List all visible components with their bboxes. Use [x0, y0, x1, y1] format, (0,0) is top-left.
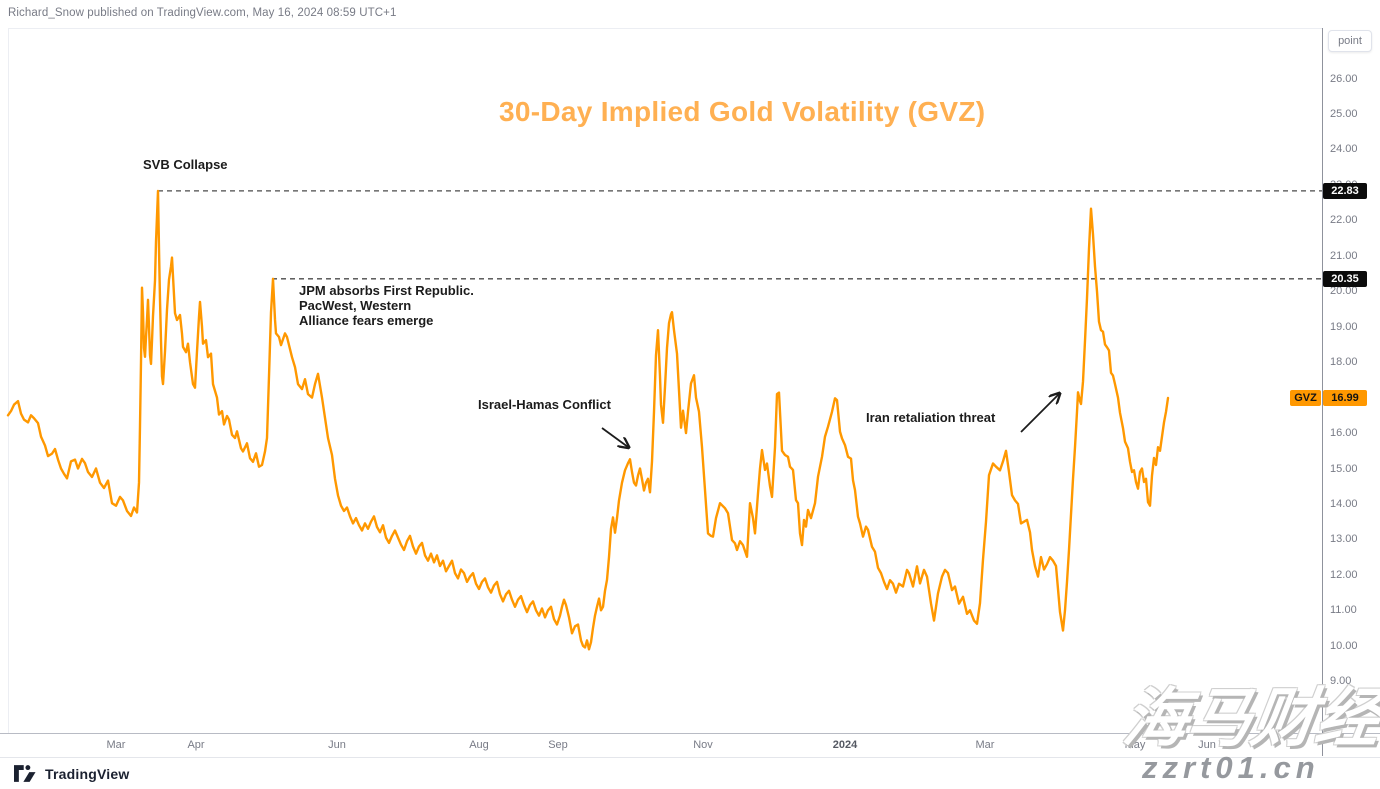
- watermark-url: zzrt01.cn: [1142, 750, 1320, 785]
- price-tick-label: 15.00: [1330, 463, 1358, 475]
- price-axis-line: [1322, 28, 1323, 756]
- time-tick-label: Nov: [693, 739, 713, 751]
- price-tick-label: 10.00: [1330, 640, 1358, 652]
- annotation-israel-hamas: Israel-Hamas Conflict: [478, 397, 611, 412]
- byline: Richard_Snow published on TradingView.co…: [8, 7, 397, 19]
- gvz-price-line: [6, 189, 1170, 651]
- price-tick-label: 16.00: [1330, 427, 1358, 439]
- price-tick-label: 24.00: [1330, 143, 1358, 155]
- time-tick-label: May: [1124, 739, 1146, 751]
- price-tick-label: 20.00: [1330, 285, 1358, 297]
- price-tick-label: 21.00: [1330, 250, 1358, 262]
- time-tick-label: Aug: [469, 739, 489, 751]
- price-tick-label: 14.00: [1330, 498, 1358, 510]
- price-tick-label: 9.00: [1330, 675, 1352, 687]
- bottom-bar: TradingView: [0, 758, 1380, 789]
- time-tick-label: Mar: [106, 739, 126, 751]
- time-axis-line: [0, 733, 1380, 734]
- footer-separator: [0, 757, 1380, 758]
- annotation-arrow-icon: [1020, 394, 1059, 433]
- chart-title: 30-Day Implied Gold Volatility (GVZ): [499, 96, 986, 127]
- annotation-jpm: JPM absorbs First Republic. PacWest, West…: [299, 283, 474, 328]
- price-tick-label: 12.00: [1330, 569, 1358, 581]
- time-tick-label: Jun: [1198, 739, 1216, 751]
- tradingview-brand-text[interactable]: TradingView: [45, 765, 130, 782]
- time-tick-label: Apr: [187, 739, 205, 751]
- annotation-svb: SVB Collapse: [143, 157, 228, 172]
- time-tick-label: Mar: [975, 739, 995, 751]
- time-tick-label: Sep: [548, 739, 568, 751]
- price-label-2035: 20.35: [1323, 271, 1367, 287]
- watermark-cjk: 海马财经: [1118, 682, 1380, 754]
- price-label-1699: 16.99: [1323, 390, 1367, 406]
- time-tick-label: Jun: [328, 739, 346, 751]
- price-tick-label: 8.00: [1330, 711, 1352, 723]
- axis-unit-button[interactable]: point: [1328, 30, 1372, 52]
- price-tick-label: 25.00: [1330, 108, 1358, 120]
- time-tick-label: 2024: [832, 739, 858, 751]
- chart-pane: [8, 28, 1322, 733]
- annotation-arrow-icon: [601, 427, 628, 447]
- price-tick-label: 19.00: [1330, 321, 1358, 333]
- price-tick-label: 18.00: [1330, 356, 1358, 368]
- price-label-2283: 22.83: [1323, 183, 1367, 199]
- price-tick-label: 22.00: [1330, 214, 1358, 226]
- gvz-series-label: GVZ: [1290, 390, 1321, 406]
- price-tick-label: 11.00: [1330, 604, 1357, 616]
- price-tick-label: 26.00: [1330, 73, 1358, 85]
- tradingview-logo-icon[interactable]: [14, 765, 39, 782]
- annotation-iran: Iran retaliation threat: [866, 410, 996, 425]
- price-tick-label: 13.00: [1330, 533, 1358, 545]
